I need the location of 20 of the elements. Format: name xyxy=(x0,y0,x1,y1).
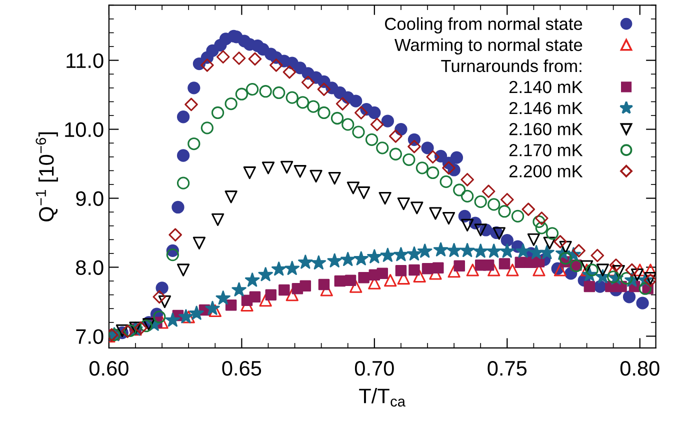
legend-label: Warming to normal state xyxy=(394,38,582,55)
legend-label: 2.200 mK xyxy=(509,165,583,178)
y-tick-label: 11.0 xyxy=(66,53,104,68)
x-axis-title: T/T$_{ca}$ xyxy=(359,388,406,407)
x-tick-label: 0.75 xyxy=(488,360,527,376)
legend-label: Cooling from normal state xyxy=(385,17,582,34)
legend-label: 2.146 mK xyxy=(509,102,583,114)
legend-title: Turnarounds from: xyxy=(441,59,582,72)
y-tick-label: 7.0 xyxy=(76,329,104,344)
y-tick-label: 8.0 xyxy=(76,260,104,275)
legend-label: 2.170 mK xyxy=(509,144,583,156)
y-axis-title: Q$^{−1}$ [10$^{−6}$] xyxy=(36,132,58,222)
legend-label: 2.160 mK xyxy=(509,122,583,136)
y-tick-label: 10.0 xyxy=(65,122,104,138)
x-tick-label: 0.65 xyxy=(222,360,262,376)
x-tick-label: 0.60 xyxy=(90,360,128,376)
x-tick-label: 0.70 xyxy=(354,360,394,376)
legend-label: 2.140 mK xyxy=(509,80,583,94)
x-tick-label: 0.80 xyxy=(620,360,660,376)
y-tick-label: 9.0 xyxy=(76,191,104,206)
